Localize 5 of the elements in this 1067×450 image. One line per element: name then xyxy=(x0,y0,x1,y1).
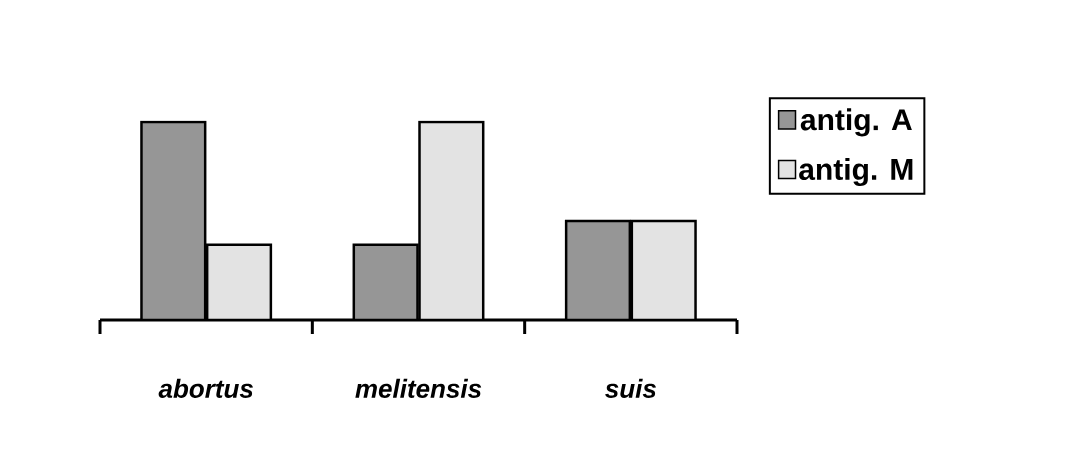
x-tick-label: melitensis xyxy=(355,378,482,398)
legend-label: antig. A xyxy=(800,108,912,137)
x-tick-label: abortus xyxy=(158,378,253,398)
legend-label: antig. M xyxy=(799,158,913,187)
x-tick-label: suis xyxy=(605,378,656,398)
